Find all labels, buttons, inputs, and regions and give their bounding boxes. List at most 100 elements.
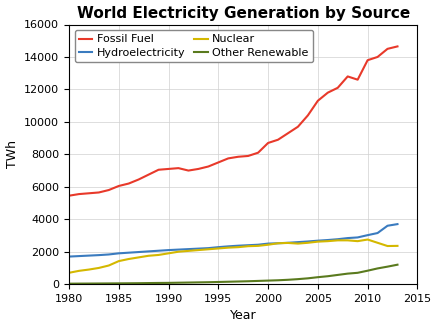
Fossil Fuel — [256, 151, 261, 155]
Y-axis label: TWh: TWh — [6, 140, 18, 168]
Hydroelectricity — [236, 244, 241, 248]
Other Renewable — [246, 279, 251, 283]
Other Renewable — [355, 271, 360, 275]
Fossil Fuel — [355, 78, 360, 82]
Hydroelectricity — [285, 241, 291, 245]
Nuclear — [236, 245, 241, 249]
Line: Nuclear: Nuclear — [69, 239, 398, 273]
Other Renewable — [345, 272, 350, 276]
Fossil Fuel — [86, 191, 91, 195]
Fossil Fuel — [106, 188, 111, 192]
Fossil Fuel — [375, 55, 380, 59]
Hydroelectricity — [76, 254, 82, 258]
Fossil Fuel — [166, 167, 171, 171]
Nuclear — [176, 250, 181, 254]
Nuclear — [365, 237, 370, 241]
Nuclear — [225, 246, 231, 250]
Fossil Fuel — [265, 141, 271, 145]
Other Renewable — [365, 269, 370, 273]
Fossil Fuel — [216, 160, 221, 164]
Other Renewable — [285, 278, 291, 282]
Other Renewable — [395, 263, 400, 267]
Other Renewable — [305, 277, 311, 280]
X-axis label: Year: Year — [230, 309, 257, 322]
Other Renewable — [236, 279, 241, 283]
Nuclear — [395, 244, 400, 248]
Nuclear — [126, 257, 131, 261]
Fossil Fuel — [186, 169, 191, 173]
Other Renewable — [375, 266, 380, 270]
Other Renewable — [66, 282, 72, 286]
Nuclear — [186, 249, 191, 253]
Nuclear — [216, 247, 221, 251]
Fossil Fuel — [76, 192, 82, 196]
Other Renewable — [86, 281, 91, 285]
Hydroelectricity — [116, 251, 121, 255]
Fossil Fuel — [126, 182, 131, 186]
Title: World Electricity Generation by Source: World Electricity Generation by Source — [76, 6, 410, 21]
Nuclear — [355, 239, 360, 243]
Fossil Fuel — [285, 131, 291, 135]
Hydroelectricity — [335, 237, 340, 241]
Other Renewable — [295, 277, 301, 281]
Other Renewable — [186, 280, 191, 284]
Nuclear — [256, 244, 261, 248]
Hydroelectricity — [256, 243, 261, 247]
Nuclear — [66, 271, 72, 275]
Hydroelectricity — [265, 242, 271, 246]
Fossil Fuel — [395, 44, 400, 48]
Nuclear — [275, 241, 281, 245]
Other Renewable — [315, 275, 320, 279]
Fossil Fuel — [206, 165, 211, 169]
Fossil Fuel — [236, 155, 241, 159]
Hydroelectricity — [196, 247, 201, 251]
Other Renewable — [196, 280, 201, 284]
Nuclear — [375, 241, 380, 245]
Hydroelectricity — [355, 236, 360, 239]
Fossil Fuel — [116, 184, 121, 188]
Hydroelectricity — [385, 224, 390, 228]
Nuclear — [116, 259, 121, 263]
Nuclear — [146, 254, 151, 258]
Hydroelectricity — [295, 240, 301, 244]
Other Renewable — [216, 280, 221, 284]
Hydroelectricity — [246, 243, 251, 247]
Hydroelectricity — [216, 245, 221, 249]
Other Renewable — [156, 281, 161, 285]
Line: Fossil Fuel: Fossil Fuel — [69, 46, 398, 196]
Other Renewable — [325, 274, 330, 278]
Other Renewable — [256, 279, 261, 283]
Legend: Fossil Fuel, Hydroelectricity, Nuclear, Other Renewable: Fossil Fuel, Hydroelectricity, Nuclear, … — [75, 30, 313, 62]
Fossil Fuel — [335, 86, 340, 90]
Other Renewable — [385, 265, 390, 269]
Nuclear — [305, 241, 311, 245]
Hydroelectricity — [166, 248, 171, 252]
Nuclear — [246, 244, 251, 248]
Fossil Fuel — [385, 47, 390, 51]
Fossil Fuel — [315, 99, 320, 103]
Other Renewable — [265, 278, 271, 282]
Nuclear — [285, 241, 291, 245]
Nuclear — [315, 240, 320, 244]
Fossil Fuel — [305, 113, 311, 117]
Hydroelectricity — [176, 248, 181, 252]
Fossil Fuel — [246, 154, 251, 158]
Nuclear — [385, 244, 390, 248]
Hydroelectricity — [225, 244, 231, 248]
Hydroelectricity — [156, 249, 161, 253]
Other Renewable — [166, 281, 171, 285]
Hydroelectricity — [275, 241, 281, 245]
Hydroelectricity — [345, 236, 350, 240]
Nuclear — [196, 248, 201, 252]
Line: Other Renewable: Other Renewable — [69, 265, 398, 284]
Nuclear — [206, 247, 211, 251]
Line: Hydroelectricity: Hydroelectricity — [69, 224, 398, 256]
Other Renewable — [116, 281, 121, 285]
Fossil Fuel — [136, 177, 141, 181]
Hydroelectricity — [136, 250, 141, 254]
Hydroelectricity — [106, 253, 111, 256]
Fossil Fuel — [66, 194, 72, 198]
Hydroelectricity — [86, 254, 91, 257]
Fossil Fuel — [345, 74, 350, 78]
Nuclear — [295, 242, 301, 246]
